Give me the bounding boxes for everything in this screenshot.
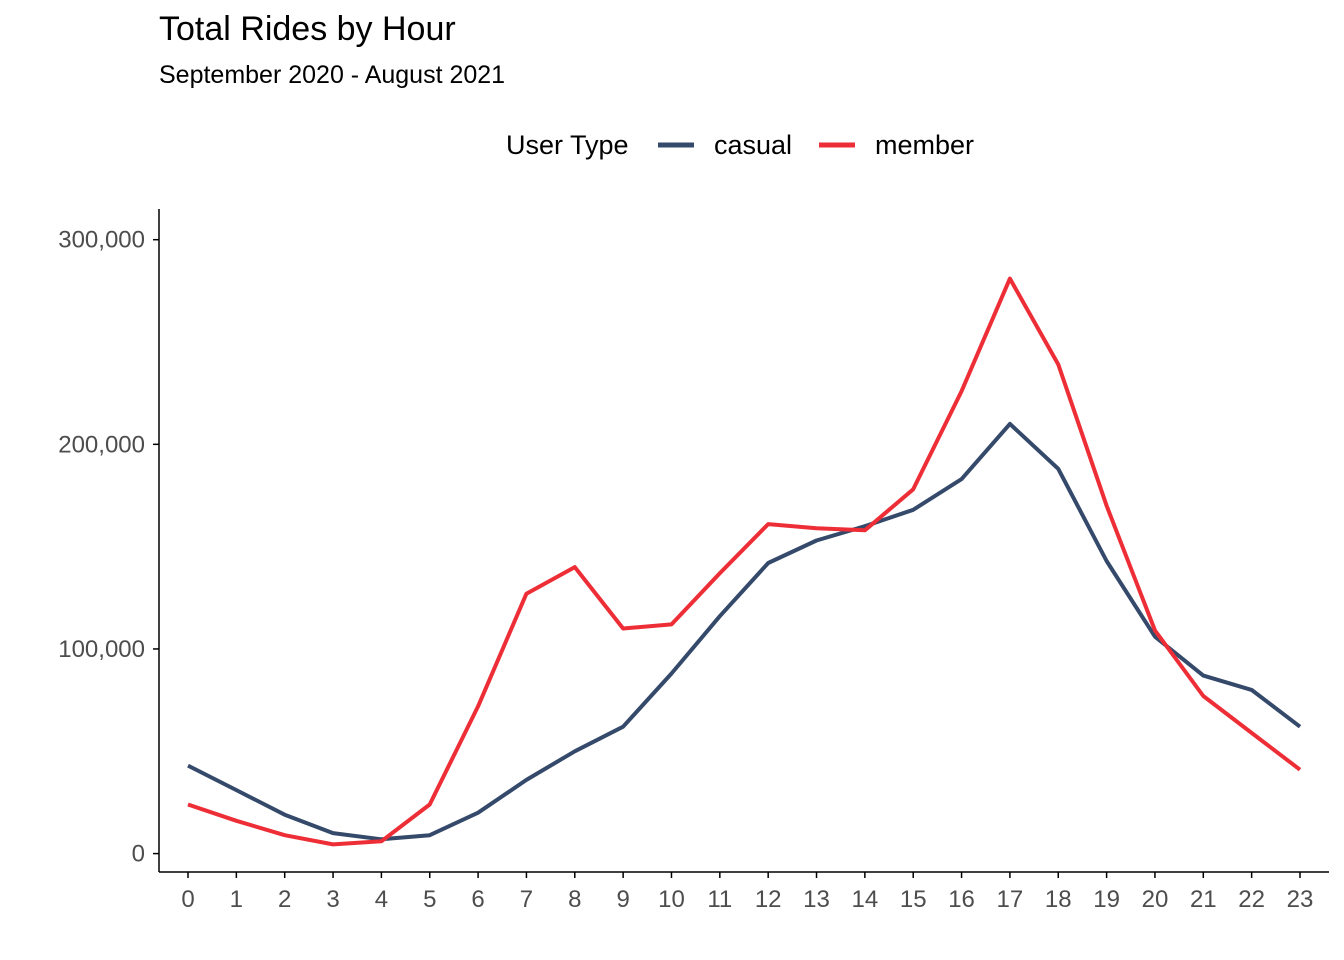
x-tick-label: 1: [230, 886, 243, 913]
x-tick-label: 4: [375, 886, 388, 913]
series-line-casual: [187, 421, 1302, 842]
legend-title: User Type: [506, 130, 629, 160]
legend: User Type casual member: [506, 130, 974, 160]
x-tick-label: 12: [755, 886, 782, 913]
y-tick-label: 200,000: [58, 431, 145, 458]
x-tick-label: 0: [181, 886, 194, 913]
x-tick-label: 13: [803, 886, 830, 913]
x-tick-label: 3: [326, 886, 339, 913]
x-tick-label: 19: [1093, 886, 1120, 913]
x-axis: 0 1 2 3 4 5 6 7 8 9 10 11 12 13 14 15 16 17 18 19 20 21 22 23: [181, 872, 1313, 913]
chart-subtitle: September 2020 - August 2021: [159, 61, 506, 89]
y-tick-label: 0: [132, 841, 145, 868]
x-tick-label: 11: [707, 886, 732, 913]
x-tick-label: 17: [997, 886, 1024, 913]
chart-title: Total Rides by Hour: [159, 10, 456, 48]
series-line-member: [187, 276, 1302, 847]
series-layer: [187, 276, 1302, 847]
y-tick-label: 100,000: [58, 636, 145, 663]
x-tick-label: 5: [423, 886, 436, 913]
x-tick-label: 15: [900, 886, 927, 913]
x-tick-label: 10: [658, 886, 685, 913]
x-tick-label: 6: [471, 886, 484, 913]
x-tick-label: 8: [568, 886, 581, 913]
legend-label-casual: casual: [714, 130, 792, 160]
x-tick-label: 20: [1142, 886, 1169, 913]
x-tick-label: 7: [520, 886, 533, 913]
x-tick-label: 18: [1045, 886, 1072, 913]
x-tick-label: 21: [1190, 886, 1217, 913]
y-axis: 0 100,000 200,000 300,000: [58, 227, 159, 868]
x-tick-label: 14: [852, 886, 879, 913]
x-tick-label: 2: [278, 886, 291, 913]
x-tick-label: 23: [1287, 886, 1314, 913]
x-tick-label: 16: [948, 886, 975, 913]
legend-label-member: member: [875, 130, 974, 160]
x-tick-label: 9: [616, 886, 629, 913]
x-tick-label: 22: [1238, 886, 1265, 913]
y-tick-label: 300,000: [58, 227, 145, 254]
